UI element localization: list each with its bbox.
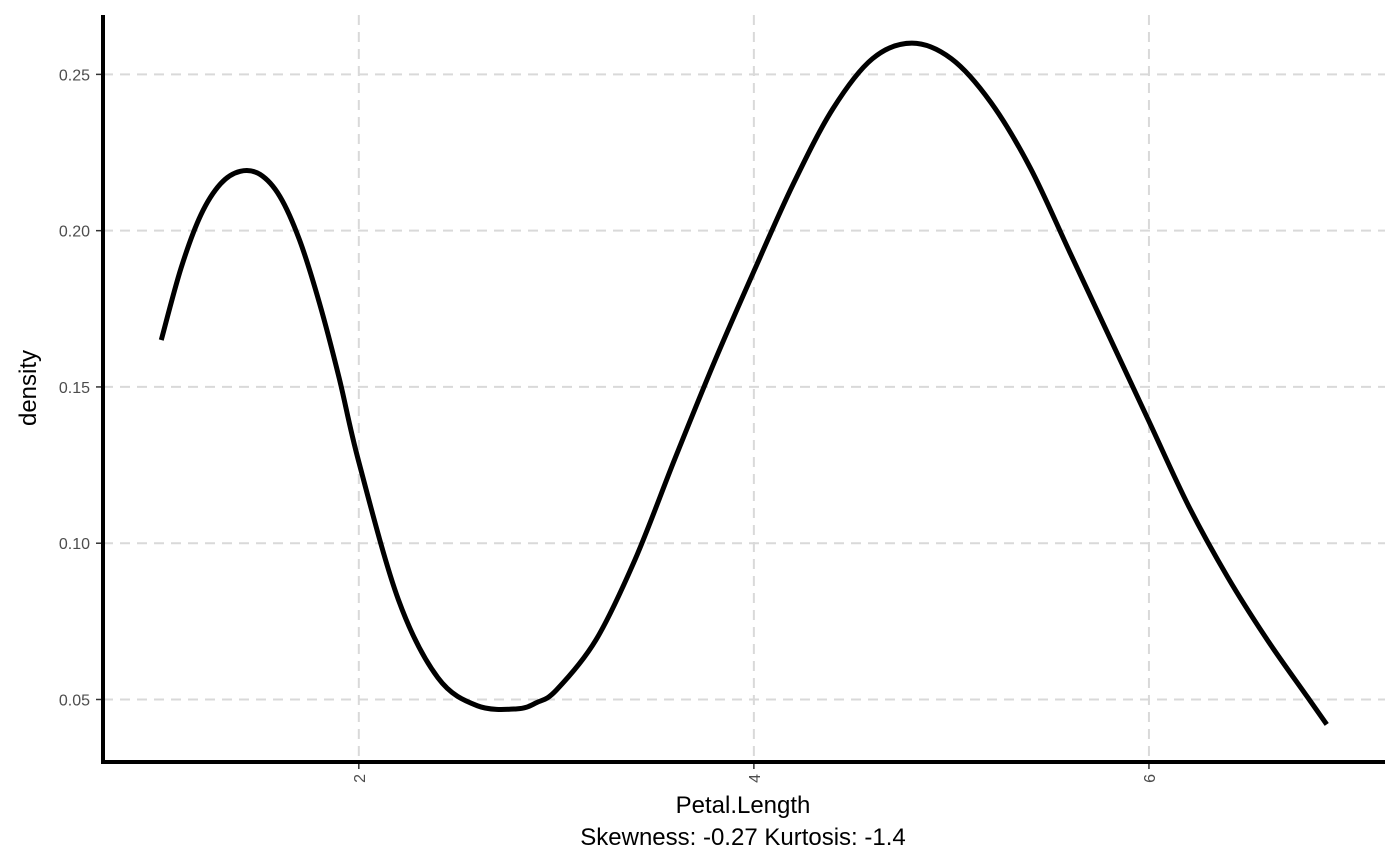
- y-tick-label-0.25: 0.25: [59, 67, 90, 84]
- y-tick-label-0.20: 0.20: [59, 224, 90, 241]
- y-tick-label-0.10: 0.10: [59, 536, 90, 553]
- grid-lines: [103, 15, 1385, 762]
- axes: [96, 15, 1385, 769]
- y-tick-label-0.05: 0.05: [59, 692, 90, 709]
- density-curve-0: [158, 40, 1329, 726]
- tick-labels: 0.05 0.10 0.15 0.20 0.25 2 4 6: [59, 67, 1159, 783]
- density-curve-layer: [158, 40, 1329, 726]
- x-tick-label-6: 6: [1142, 774, 1159, 783]
- y-axis-title: density: [15, 350, 42, 426]
- x-tick-label-4: 4: [747, 774, 764, 783]
- x-tick-label-2: 2: [352, 774, 369, 783]
- x-axis-subtitle: Skewness: -0.27 Kurtosis: -1.4: [580, 824, 905, 851]
- x-axis-title: Petal.Length: [676, 792, 811, 819]
- y-tick-label-0.15: 0.15: [59, 380, 90, 397]
